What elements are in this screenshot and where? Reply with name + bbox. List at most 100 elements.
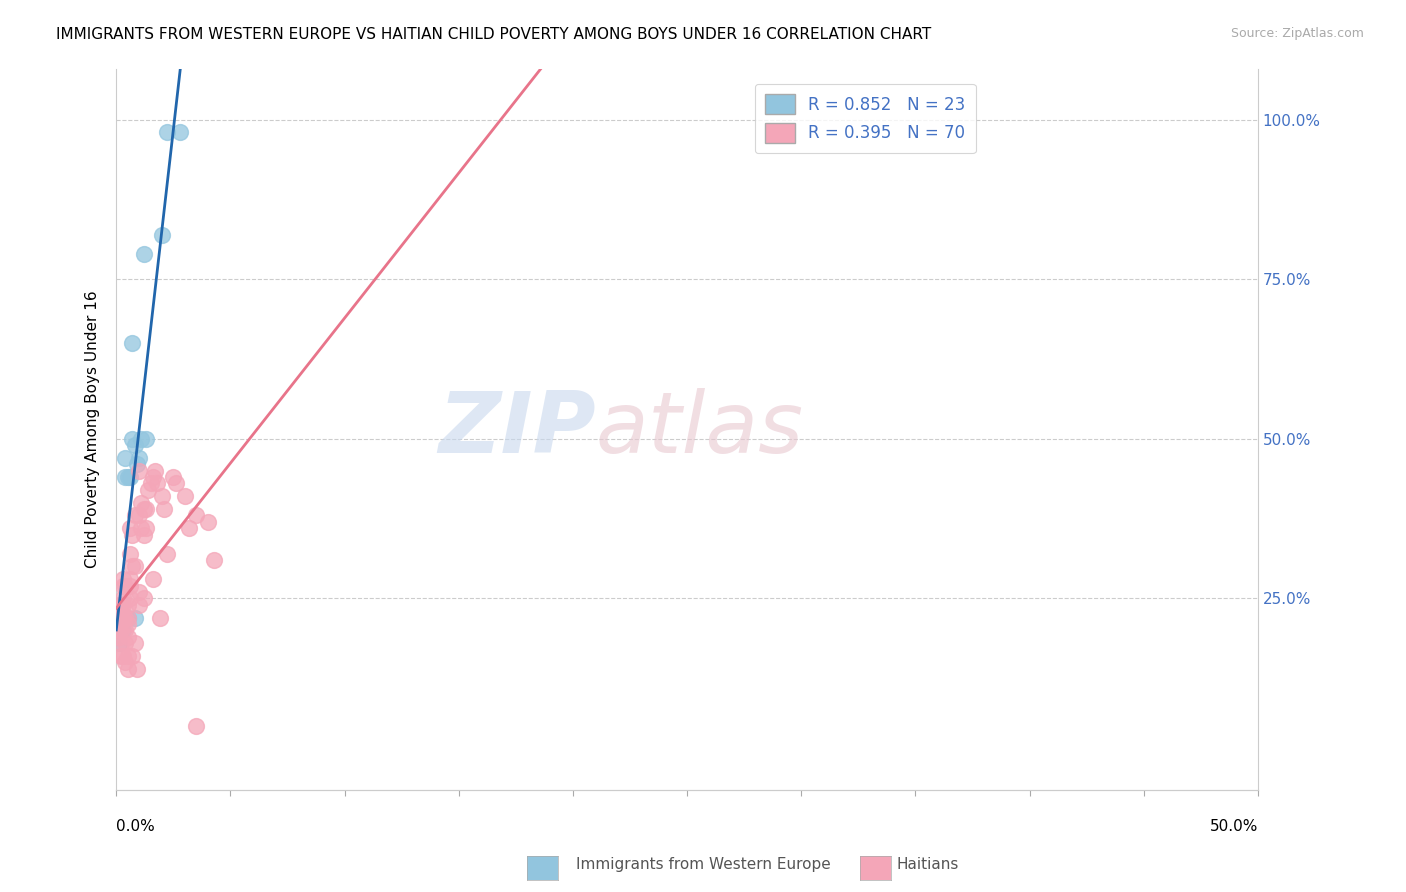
Point xyxy=(114,610,136,624)
Point xyxy=(135,432,157,446)
Point xyxy=(146,476,169,491)
Point xyxy=(124,610,146,624)
Text: Source: ZipAtlas.com: Source: ZipAtlas.com xyxy=(1230,27,1364,40)
Point xyxy=(139,476,162,491)
Point xyxy=(118,579,141,593)
Point xyxy=(118,547,141,561)
Point xyxy=(107,598,129,612)
Point xyxy=(155,125,177,139)
Text: IMMIGRANTS FROM WESTERN EUROPE VS HAITIAN CHILD POVERTY AMONG BOYS UNDER 16 CORR: IMMIGRANTS FROM WESTERN EUROPE VS HAITIA… xyxy=(56,27,932,42)
Point xyxy=(110,610,132,624)
Point xyxy=(131,432,153,446)
Point xyxy=(112,610,135,624)
Point xyxy=(150,489,173,503)
Point xyxy=(121,336,143,351)
Point xyxy=(128,464,150,478)
Text: 0.0%: 0.0% xyxy=(117,819,155,834)
Point xyxy=(173,489,195,503)
Point xyxy=(118,470,141,484)
Point xyxy=(114,636,136,650)
Point xyxy=(131,495,153,509)
Point xyxy=(153,502,176,516)
Point xyxy=(132,591,155,606)
Point xyxy=(179,521,201,535)
Point xyxy=(121,432,143,446)
Point xyxy=(125,458,148,472)
Point xyxy=(112,648,135,663)
Point xyxy=(124,438,146,452)
Point xyxy=(110,604,132,618)
Point xyxy=(112,624,135,638)
Point xyxy=(135,521,157,535)
Text: ZIP: ZIP xyxy=(439,388,596,471)
Point xyxy=(155,547,177,561)
Point xyxy=(118,521,141,535)
Point xyxy=(112,572,135,586)
Point xyxy=(107,616,129,631)
Legend: R = 0.852   N = 23, R = 0.395   N = 70: R = 0.852 N = 23, R = 0.395 N = 70 xyxy=(755,84,976,153)
Point xyxy=(110,648,132,663)
Text: 50.0%: 50.0% xyxy=(1209,819,1258,834)
Point xyxy=(110,624,132,638)
Point xyxy=(125,662,148,676)
Y-axis label: Child Poverty Among Boys Under 16: Child Poverty Among Boys Under 16 xyxy=(86,291,100,568)
Point xyxy=(149,610,172,624)
Point xyxy=(112,598,135,612)
Point xyxy=(114,655,136,669)
Point xyxy=(107,610,129,624)
Point xyxy=(121,559,143,574)
Point xyxy=(128,585,150,599)
Point xyxy=(107,624,129,638)
Point xyxy=(107,604,129,618)
Point xyxy=(117,470,139,484)
Point xyxy=(110,636,132,650)
Point xyxy=(117,616,139,631)
Point xyxy=(143,464,166,478)
Point xyxy=(186,719,208,733)
Point xyxy=(117,630,139,644)
Text: Haitians: Haitians xyxy=(897,857,959,872)
Point xyxy=(121,527,143,541)
Point xyxy=(132,246,155,260)
Point xyxy=(124,508,146,523)
Point xyxy=(114,450,136,465)
Point xyxy=(132,502,155,516)
Point xyxy=(112,591,135,606)
Point xyxy=(107,630,129,644)
Point xyxy=(124,559,146,574)
Point xyxy=(107,636,129,650)
Point xyxy=(118,591,141,606)
Point xyxy=(197,515,219,529)
Point xyxy=(165,476,187,491)
Point xyxy=(136,483,159,497)
Text: Immigrants from Western Europe: Immigrants from Western Europe xyxy=(575,857,831,872)
Point xyxy=(114,624,136,638)
Point xyxy=(131,521,153,535)
Point xyxy=(117,610,139,624)
Text: atlas: atlas xyxy=(596,388,804,471)
Point xyxy=(112,579,135,593)
Point xyxy=(107,624,129,638)
Point xyxy=(135,502,157,516)
Point xyxy=(186,508,208,523)
Point xyxy=(162,470,184,484)
Point xyxy=(142,572,165,586)
Point xyxy=(114,579,136,593)
Point xyxy=(150,227,173,242)
Point xyxy=(110,616,132,631)
Point xyxy=(124,636,146,650)
Point xyxy=(117,610,139,624)
Point xyxy=(121,648,143,663)
Point xyxy=(169,125,191,139)
Point xyxy=(118,572,141,586)
Point xyxy=(132,527,155,541)
Point xyxy=(128,450,150,465)
Point xyxy=(142,470,165,484)
Point xyxy=(128,508,150,523)
Point xyxy=(110,598,132,612)
Point xyxy=(110,610,132,624)
Point xyxy=(114,470,136,484)
Point xyxy=(117,648,139,663)
Point xyxy=(128,598,150,612)
Point xyxy=(117,662,139,676)
